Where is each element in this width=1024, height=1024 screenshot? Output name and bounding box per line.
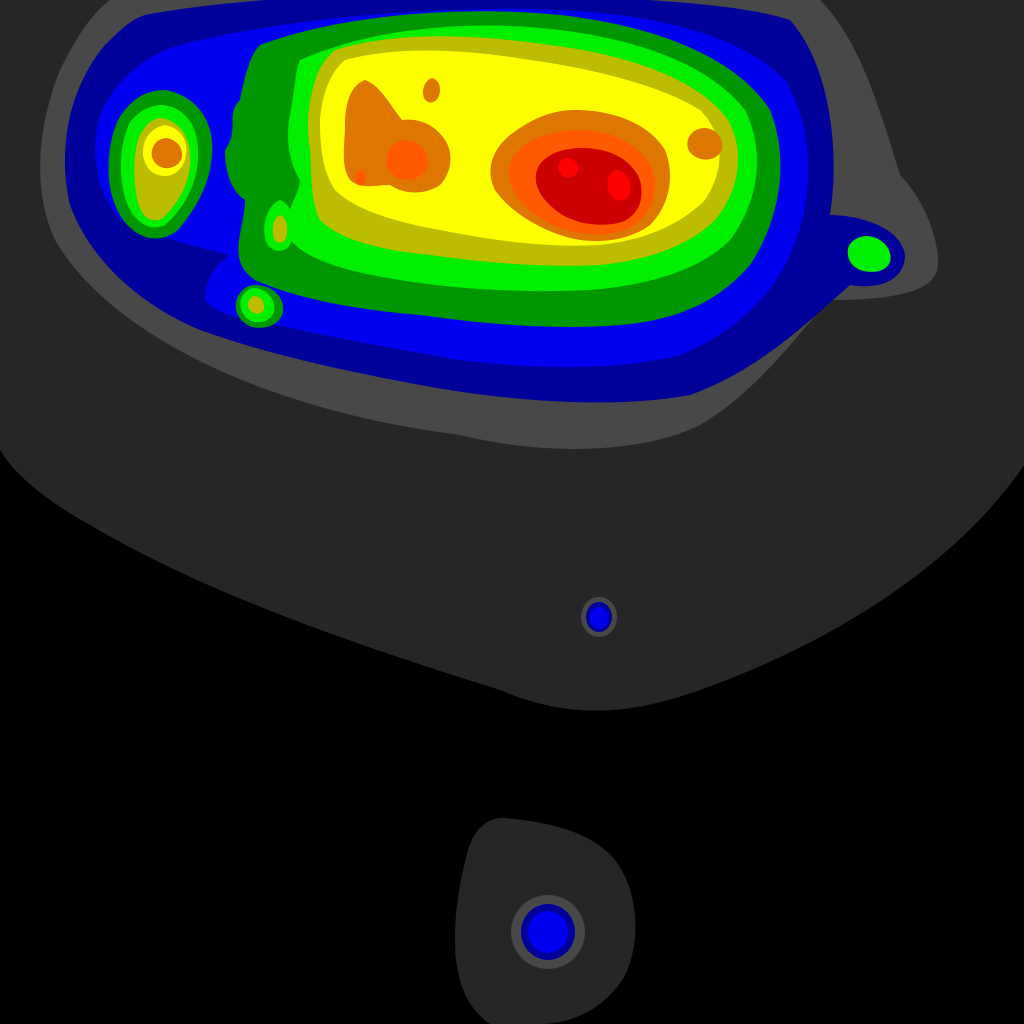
contour-level-9: [687, 128, 723, 160]
contour-level-4: [590, 607, 608, 629]
contour-level-10: [386, 140, 428, 180]
contour-level-7: [247, 296, 265, 314]
contour-level-12: [558, 158, 579, 178]
contour-level-10: [354, 170, 367, 186]
contour-level-7: [272, 215, 288, 243]
contour-level-6: [847, 236, 891, 272]
contour-level-9: [151, 138, 183, 169]
contour-level-12: [607, 170, 631, 201]
contour-level-9: [422, 78, 440, 103]
contour-level-4: [528, 911, 568, 953]
